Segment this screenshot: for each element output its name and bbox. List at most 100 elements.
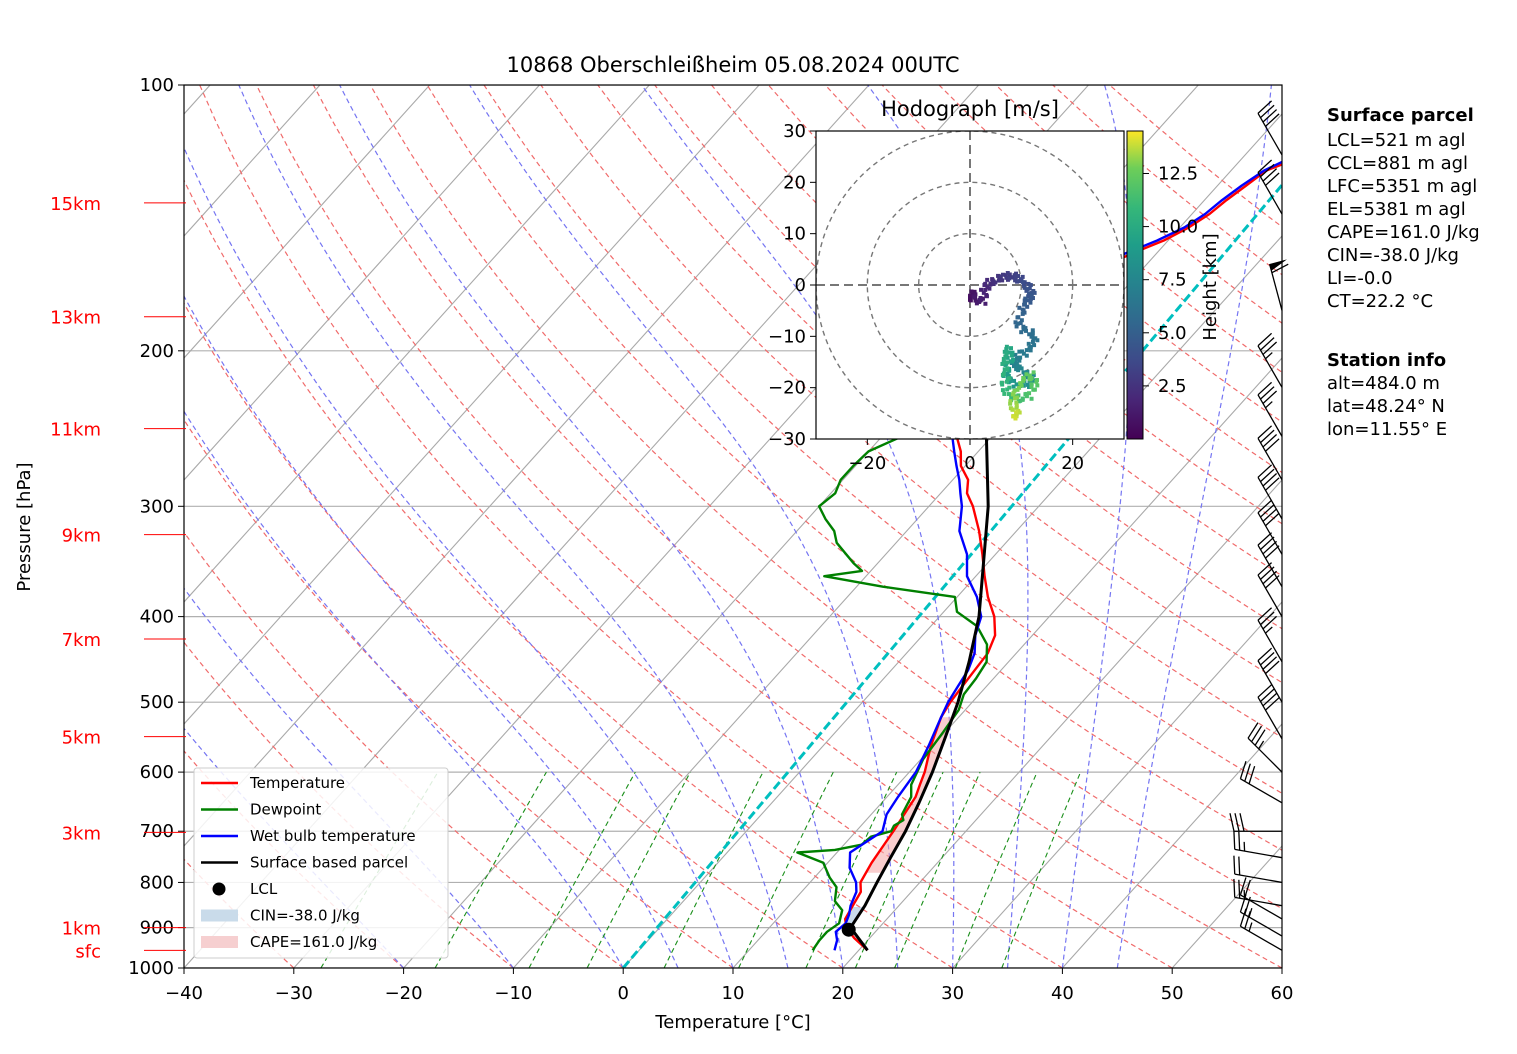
hodograph-point	[1028, 283, 1033, 288]
wind-barb	[1257, 332, 1283, 388]
hodograph-point	[1011, 384, 1016, 389]
wind-barb-full	[1262, 508, 1278, 522]
wind-barb-full	[1238, 856, 1241, 875]
hodograph-point	[1013, 274, 1018, 279]
x-tick-label: 60	[1271, 983, 1294, 1004]
wind-barb-full	[1239, 761, 1247, 779]
wind-barb-staff	[1257, 437, 1283, 481]
surface-line-ct: CT=22.2 °C	[1327, 291, 1433, 312]
mixing-ratio-line	[894, 771, 981, 968]
hodograph-point	[993, 280, 998, 285]
moist-adiabat	[1061, 85, 1133, 968]
wind-barb-staff	[1257, 172, 1283, 215]
hodograph-point	[1021, 324, 1026, 329]
surface-line-lcl: LCL=521 m agl	[1327, 130, 1466, 151]
hodograph-point	[1004, 275, 1009, 280]
hodograph-point	[1027, 286, 1032, 291]
moist-adiabat	[339, 85, 844, 968]
wind-barb	[1229, 813, 1282, 832]
mixing-ratio-line	[663, 771, 764, 968]
wind-barb-full	[1265, 477, 1280, 491]
wind-barb-full	[1229, 813, 1235, 832]
hodograph-title: Hodograph [m/s]	[881, 97, 1059, 121]
hodograph-point	[1027, 373, 1032, 378]
y-tick-label: 300	[140, 496, 174, 517]
hodograph-point	[967, 297, 972, 302]
x-tick-label: 40	[1051, 983, 1074, 1004]
isotherm-line	[732, 357, 1282, 968]
wind-barb-half	[1265, 352, 1273, 360]
hodograph-point	[1019, 383, 1024, 388]
hodograph-point	[1012, 388, 1017, 393]
hodograph-y-tick-label: −10	[768, 326, 806, 347]
hodograph-point	[1006, 392, 1011, 397]
wind-barb-full	[1257, 332, 1273, 347]
moist-adiabat	[238, 85, 789, 968]
hodograph-point	[1030, 331, 1035, 336]
wind-barb-full	[1265, 660, 1280, 675]
wind-barb	[1239, 761, 1283, 804]
dry-adiabat	[184, 178, 953, 968]
mixing-ratio-line	[738, 771, 834, 968]
hodograph-point	[1013, 416, 1018, 421]
hodograph-point	[1007, 276, 1012, 281]
surface-line-lfc: LFC=5351 m agl	[1327, 176, 1477, 197]
hodograph-point	[1016, 274, 1021, 279]
surface-parcel-title: Surface parcel	[1327, 105, 1474, 126]
hodograph-point	[1029, 376, 1034, 381]
hodograph-point	[1020, 349, 1025, 354]
wind-barb-full	[1260, 163, 1275, 178]
hodograph-point	[1032, 343, 1037, 348]
wind-barb-half	[1248, 922, 1253, 932]
height-marker-label: sfc	[75, 941, 101, 962]
hodograph-point	[1030, 296, 1035, 301]
hodograph-point	[1020, 311, 1025, 316]
hodograph-point	[1027, 291, 1032, 296]
mixing-ratio-line	[528, 771, 636, 968]
hodograph-point	[1000, 278, 1005, 283]
colorbar-tick-label: 12.5	[1158, 163, 1198, 184]
wind-barb	[1257, 159, 1283, 215]
wind-barb-full	[1257, 532, 1273, 546]
hodograph-point	[1017, 358, 1022, 363]
moist-adiabat	[1116, 85, 1272, 968]
wind-barb-full	[1260, 468, 1275, 483]
wind-barb-full	[1262, 615, 1278, 630]
hodograph-point	[1021, 280, 1026, 285]
hodograph-y-tick-label: 10	[783, 224, 806, 245]
wind-barb-full	[1265, 172, 1280, 186]
legend-entry: Dewpoint	[201, 801, 321, 819]
wind-barb	[1257, 425, 1283, 481]
cape-cin-areas	[845, 717, 953, 947]
station-info-title: Station info	[1327, 350, 1446, 371]
isotherm-line	[184, 85, 540, 481]
mixing-ratio-line	[586, 771, 691, 968]
legend-patch-swatch	[201, 909, 238, 922]
hodograph-point	[1014, 324, 1019, 329]
wind-barb-full	[1265, 512, 1280, 527]
hodograph-point	[1006, 373, 1011, 378]
wind-barb-full	[1244, 763, 1251, 782]
wind-barb-full	[1257, 499, 1273, 514]
wind-barb-full	[1234, 813, 1240, 832]
wind-barb-full	[1262, 390, 1278, 404]
hodograph-point	[996, 278, 1001, 283]
hodograph-point	[969, 289, 974, 294]
hodograph-point	[1006, 376, 1011, 381]
hodograph-point	[1018, 321, 1023, 326]
wind-barb-staff	[1240, 925, 1283, 951]
wind-barb-full	[1257, 464, 1273, 478]
x-axis-label: Temperature [°C]	[654, 1012, 810, 1033]
hodograph-point	[1021, 377, 1026, 382]
hodograph-point	[996, 273, 1001, 278]
hodograph-point	[1022, 302, 1027, 307]
surface-line-cape: CAPE=161.0 J/kg	[1327, 222, 1480, 243]
wind-barb-full	[1265, 697, 1280, 711]
hodograph-point	[988, 282, 993, 287]
hodograph-point	[1016, 355, 1021, 360]
hodograph-point	[1011, 357, 1016, 362]
hodograph-y-tick-label: 20	[783, 172, 806, 193]
y-tick-label: 700	[140, 821, 174, 842]
station-line-lon: lon=11.55° E	[1327, 419, 1447, 440]
x-tick-label: 50	[1161, 983, 1184, 1004]
